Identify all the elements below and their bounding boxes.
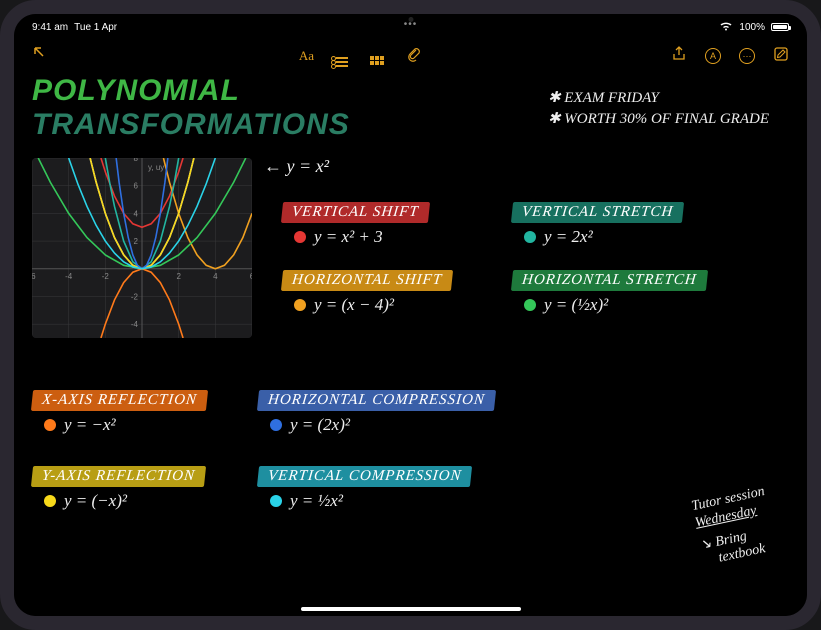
transform-equation: y = x² + 3 [314, 227, 383, 247]
transform-equation: y = (½x)² [544, 295, 608, 315]
share-icon[interactable] [671, 46, 687, 67]
side-notes: Tutor session Wednesday ↘ Bring textbook [690, 484, 778, 571]
compose-icon[interactable] [773, 46, 789, 67]
wifi-icon [719, 21, 733, 34]
color-dot [294, 299, 306, 311]
svg-text:4: 4 [213, 272, 218, 281]
transform-vstretch: VERTICAL STRETCH y = 2x² [512, 202, 683, 247]
reminder-2: ✱ WORTH 30% OF FINAL GRADE [548, 109, 769, 130]
color-dot [270, 419, 282, 431]
status-date: Tue 1 Apr [74, 22, 117, 33]
svg-text:6: 6 [134, 182, 139, 191]
transform-label: VERTICAL STRETCH [511, 202, 684, 223]
svg-text:y, uy: y, uy [148, 163, 164, 172]
color-dot [270, 495, 282, 507]
transform-equation: y = (x − 4)² [314, 295, 394, 315]
home-indicator[interactable] [301, 607, 521, 611]
transform-hshift: HORIZONTAL SHIFT y = (x − 4)² [282, 270, 452, 315]
transform-label: VERTICAL COMPRESSION [257, 466, 473, 487]
transform-equation: y = ½x² [290, 491, 343, 511]
more-icon[interactable]: ⋯ [739, 48, 755, 64]
font-style-button[interactable]: Aa [299, 48, 314, 64]
color-dot [44, 419, 56, 431]
svg-text:-6: -6 [32, 272, 36, 281]
svg-text:4: 4 [134, 209, 139, 218]
transform-label: HORIZONTAL COMPRESSION [257, 390, 496, 411]
svg-text:-4: -4 [65, 272, 73, 281]
svg-text:-2: -2 [131, 292, 139, 301]
table-icon[interactable] [370, 47, 384, 65]
base-equation-annotation: ← y = x² [264, 156, 329, 177]
ipad-screen: ••• 9:41 am Tue 1 Apr 100% Aa [14, 14, 807, 616]
svg-text:2: 2 [176, 272, 181, 281]
transform-label: X-AXIS REFLECTION [31, 390, 208, 411]
transform-label: VERTICAL SHIFT [281, 202, 430, 223]
transform-label: HORIZONTAL STRETCH [511, 270, 708, 291]
transform-yreflect: Y-AXIS REFLECTION y = (−x)² [32, 466, 205, 511]
color-dot [294, 231, 306, 243]
status-time: 9:41 am [32, 22, 68, 33]
transform-equation: y = (2x)² [290, 415, 350, 435]
note-content[interactable]: POLYNOMIAL TRANSFORMATIONS ✱ EXAM FRIDAY… [32, 74, 789, 598]
list-icon[interactable] [336, 46, 348, 67]
app-toolbar: Aa A ⋯ [14, 42, 807, 70]
svg-text:2: 2 [134, 237, 139, 246]
transform-vshift: VERTICAL SHIFT y = x² + 3 [282, 202, 429, 247]
arrow-icon: ↘ [698, 536, 716, 571]
color-dot [44, 495, 56, 507]
color-dot [524, 299, 536, 311]
transform-equation: y = 2x² [544, 227, 593, 247]
battery-icon [771, 23, 789, 31]
transform-equation: y = (−x)² [64, 491, 127, 511]
attachment-icon[interactable] [406, 46, 422, 67]
transform-hstretch: HORIZONTAL STRETCH y = (½x)² [512, 270, 707, 315]
transform-label: Y-AXIS REFLECTION [31, 466, 206, 487]
svg-text:-2: -2 [102, 272, 110, 281]
battery-percent: 100% [739, 22, 765, 33]
mode-icon[interactable]: A [705, 48, 721, 64]
reminder-1: ✱ EXAM FRIDAY [548, 88, 769, 109]
back-arrow-icon[interactable] [32, 50, 50, 67]
svg-text:6: 6 [250, 272, 252, 281]
polynomial-chart: -6 -4 -2 2 4 6 -4 -2 2 4 6 8 y, uy [32, 158, 252, 338]
transform-hcompress: HORIZONTAL COMPRESSION y = (2x)² [258, 390, 495, 435]
status-bar: 9:41 am Tue 1 Apr 100% [14, 18, 807, 36]
transform-equation: y = −x² [64, 415, 116, 435]
svg-text:-4: -4 [131, 320, 139, 329]
transform-xreflect: X-AXIS REFLECTION y = −x² [32, 390, 207, 435]
svg-text:8: 8 [134, 158, 139, 163]
reminders: ✱ EXAM FRIDAY ✱ WORTH 30% OF FINAL GRADE [548, 88, 769, 130]
transform-label: HORIZONTAL SHIFT [281, 270, 453, 291]
transform-vcompress: VERTICAL COMPRESSION y = ½x² [258, 466, 471, 511]
color-dot [524, 231, 536, 243]
